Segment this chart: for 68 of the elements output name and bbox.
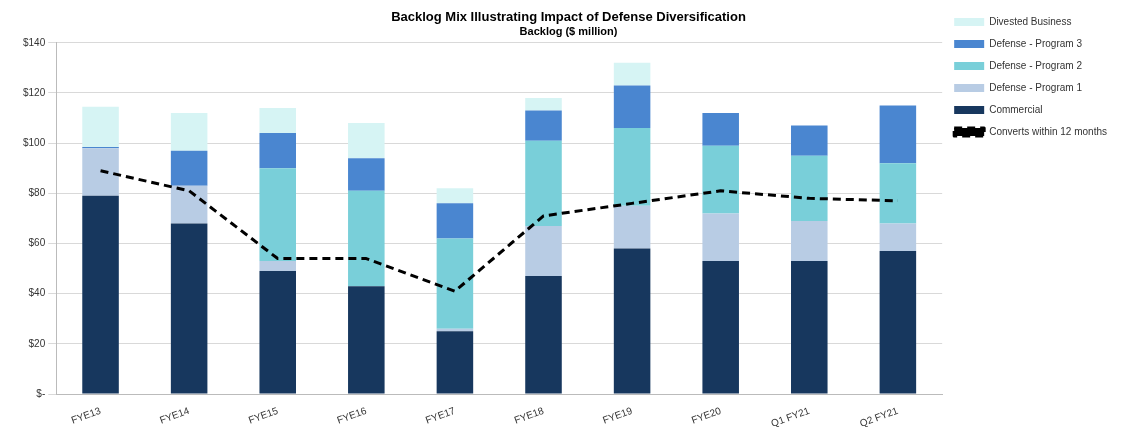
legend-label: Defense - Program 2 [989,59,1083,71]
bar [879,105,917,164]
bar [879,163,917,224]
x-tick-label: FYE17 [424,404,457,426]
bar [702,213,739,262]
bar [348,123,385,159]
bar [170,113,208,151]
bar [613,85,651,129]
bar [259,108,296,134]
bar [259,133,296,169]
bar [436,203,474,239]
bar [82,148,119,196]
bar [348,158,385,191]
x-tick-label: FYE18 [512,404,546,426]
x-tick-label: Q2 FY21 [858,404,900,429]
legend-label: Divested Business [989,15,1072,27]
bar [879,251,917,394]
chart-subtitle: Backlog ($ million) [519,25,618,38]
legend-label: Commercial [989,103,1043,115]
bar [525,97,562,111]
y-tick-label: $- [36,387,46,399]
bar [613,128,651,206]
bar [170,185,208,224]
bar [436,238,474,329]
bar [259,261,296,272]
bar [436,331,474,394]
bar [879,223,917,252]
x-tick-label: FYE20 [689,404,723,426]
bar [791,125,828,156]
bar [259,168,296,262]
bar [82,195,119,394]
legend-label: Defense - Program 1 [989,81,1083,93]
bar [525,140,562,226]
x-tick-label: FYE15 [246,404,280,426]
legend-label: Converts within 12 months [989,125,1108,137]
bar [348,190,385,287]
bar [525,225,562,277]
y-tick-label: $20 [28,337,46,349]
bar [613,248,651,394]
x-tick-label: FYE19 [601,404,635,426]
bar [791,261,828,394]
bar [170,223,208,394]
bar [436,188,474,204]
bar [702,145,739,214]
bar [791,155,828,221]
bar [259,271,296,394]
bar [613,205,651,249]
y-tick-label: $80 [28,187,46,199]
bar [525,110,562,141]
bar [82,106,119,147]
y-tick-label: $120 [23,86,46,98]
bar [170,150,208,186]
bar [613,62,651,86]
y-tick-label: $60 [28,237,46,249]
y-tick-label: $100 [23,136,46,148]
legend-label: Defense - Program 3 [989,37,1083,49]
x-tick-label: FYE13 [69,404,103,426]
bar [525,276,562,394]
x-tick-label: FYE14 [158,404,192,426]
bar [348,286,385,394]
x-tick-label: FYE16 [335,404,369,426]
y-tick-label: $40 [28,287,46,299]
bar [702,113,739,146]
chart-title: Backlog Mix Illustrating Impact of Defense Diversification [391,9,746,25]
x-tick-label: Q1 FY21 [769,404,812,429]
bar [702,261,739,394]
bar [791,220,828,262]
y-tick-label: $140 [23,36,46,48]
